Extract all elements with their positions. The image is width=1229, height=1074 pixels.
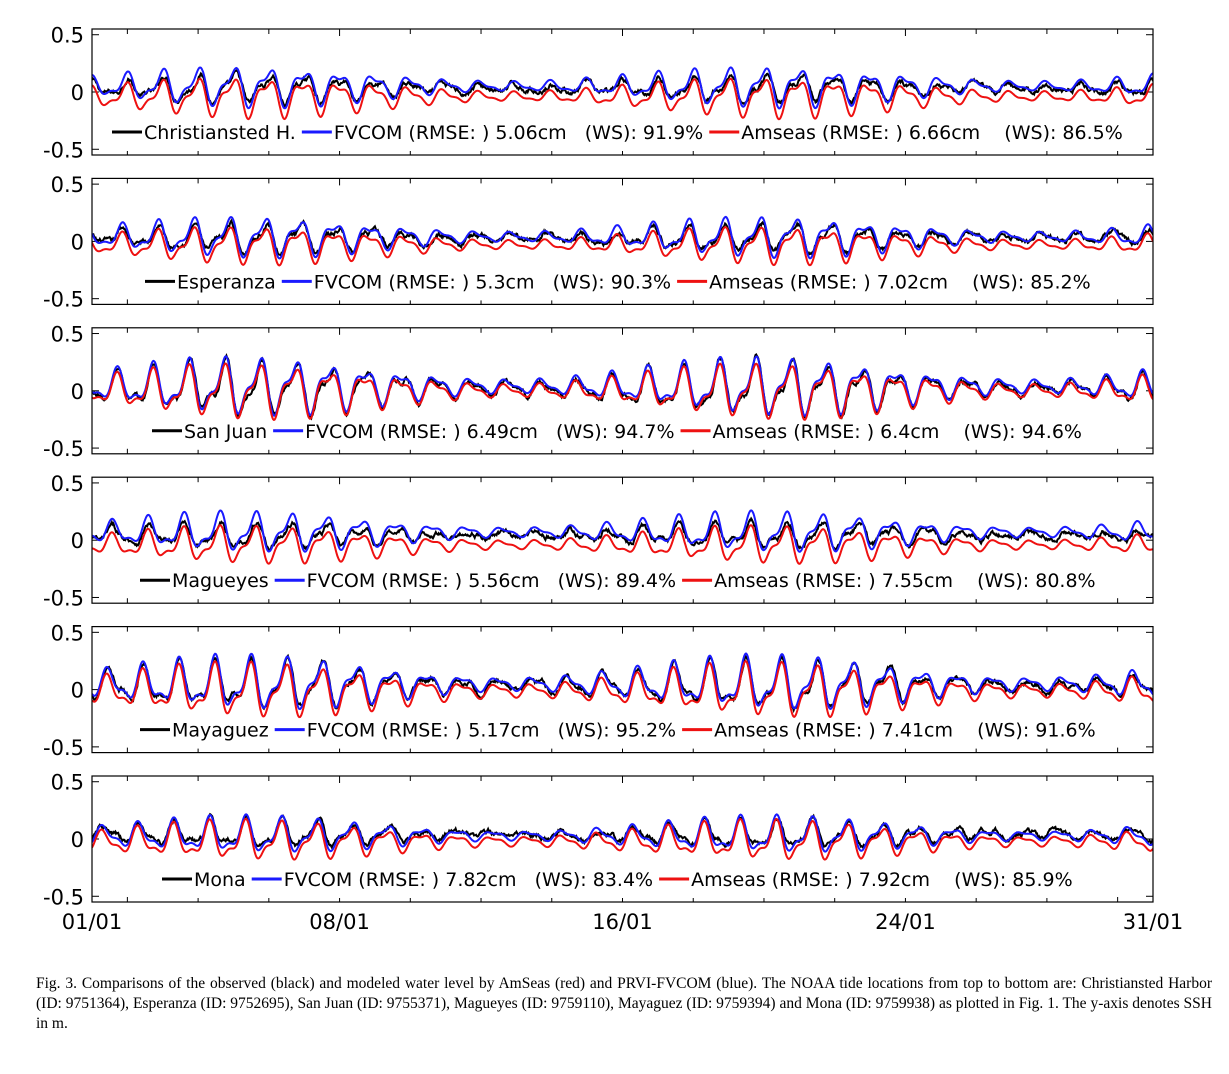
- figure-caption: Fig. 3. Comparisons of the observed (bla…: [36, 975, 1212, 1032]
- panel-san-juan: 0.5 0 -0.5 San Juan FVCOM (RMSE: ) 6.49cm (W…: [43, 323, 1154, 461]
- x-tick-label: 24/01: [875, 910, 936, 934]
- series-line-fvcom: [92, 652, 1153, 711]
- legend-fvcom: FVCOM (RMSE: ) 5.56cm (WS): 89.4%: [307, 570, 676, 592]
- legend: Christiansted H. FVCOM (RMSE: ) 5.06cm (W…: [108, 122, 1131, 151]
- legend-amseas: Amseas (RMSE: ) 7.55cm (WS): 80.8%: [714, 570, 1096, 592]
- panel-mona: 0.5 0 -0.5 Mona FVCOM (RMSE: ) 7.82cm (WS): …: [43, 771, 1154, 909]
- plot-frame: [91, 775, 1154, 903]
- legend-station: Mayaguez: [172, 720, 269, 742]
- legend-station: Magueyes: [172, 570, 269, 592]
- legend-fvcom: FVCOM (RMSE: ) 7.82cm (WS): 83.4%: [284, 869, 653, 891]
- legend-amseas: Amseas (RMSE: ) 6.4cm (WS): 94.6%: [713, 421, 1082, 443]
- y-tick-label: 0.5: [51, 621, 84, 645]
- y-tick-label: 0: [71, 380, 84, 404]
- legend-fvcom: FVCOM (RMSE: ) 5.3cm (WS): 90.3%: [314, 271, 671, 293]
- legend-station: Mona: [194, 869, 246, 891]
- series-line-amseas: [92, 524, 1153, 565]
- y-tick-label: 0: [71, 828, 84, 852]
- x-tick-label: 31/01: [1123, 910, 1184, 934]
- panel-esperanza: 0.5 0 -0.5 Esperanza FVCOM (RMSE: ) 5.3cm (W…: [43, 173, 1154, 312]
- y-tick-label: -0.5: [43, 288, 84, 312]
- tide-comparison-figure: 0.5 0 -0.5 Christiansted H. FVCOM (RMSE: ) 5…: [43, 24, 1184, 934]
- legend: Magueyes FVCOM (RMSE: ) 5.56cm (WS): 89.4…: [136, 570, 1104, 600]
- y-tick-label: 0.5: [51, 24, 84, 48]
- y-tick-label: 0.5: [51, 173, 84, 197]
- legend: Esperanza FVCOM (RMSE: ) 5.3cm (WS): 90.3…: [141, 271, 1099, 301]
- legend-fvcom: FVCOM (RMSE: ) 6.49cm (WS): 94.7%: [305, 421, 674, 443]
- legend-fvcom: FVCOM (RMSE: ) 5.06cm (WS): 91.9%: [334, 122, 703, 144]
- plot-frame: [91, 28, 1154, 156]
- plot-frame: [91, 625, 1154, 754]
- y-tick-label: 0: [71, 529, 84, 553]
- legend-amseas: Amseas (RMSE: ) 7.02cm (WS): 85.2%: [709, 271, 1091, 293]
- y-tick-label: 0.5: [51, 771, 84, 795]
- y-tick-label: 0: [71, 230, 84, 254]
- legend-background: [158, 870, 1081, 898]
- series-line-amseas: [92, 817, 1153, 861]
- series-line-observed: [92, 653, 1153, 714]
- y-tick-label: -0.5: [43, 586, 84, 610]
- series-line-amseas: [92, 362, 1153, 422]
- plot-frame: [91, 177, 1154, 305]
- legend-background: [148, 421, 1090, 450]
- x-tick-label: 16/01: [592, 910, 653, 934]
- x-axis: 01/01 08/01 16/01 24/01 31/01: [62, 910, 1184, 934]
- plot-frame: [91, 327, 1154, 455]
- legend: Mayaguez FVCOM (RMSE: ) 5.17cm (WS): 95.2…: [136, 720, 1104, 749]
- legend-fvcom: FVCOM (RMSE: ) 5.17cm (WS): 95.2%: [307, 720, 676, 742]
- series-line-observed: [92, 516, 1153, 552]
- series-line-amseas: [92, 77, 1153, 121]
- legend-amseas: Amseas (RMSE: ) 6.66cm (WS): 86.5%: [741, 122, 1123, 144]
- panel-mayaguez: 0.5 0 -0.5 Mayaguez FVCOM (RMSE: ) 5.17cm (W…: [43, 621, 1154, 760]
- legend-station: San Juan: [184, 421, 267, 443]
- series-line-fvcom: [92, 813, 1153, 853]
- panel-magueyes: 0.5 0 -0.5 Magueyes FVCOM (RMSE: ) 5.56cm (W…: [43, 472, 1154, 610]
- y-tick-label: -0.5: [43, 437, 84, 461]
- y-tick-label: 0: [71, 679, 84, 703]
- y-tick-label: -0.5: [43, 138, 84, 162]
- plot-frame: [91, 476, 1154, 604]
- legend-station: Christiansted H.: [144, 122, 296, 144]
- legend: Mona FVCOM (RMSE: ) 7.82cm (WS): 83.4% Ams…: [158, 869, 1081, 898]
- y-tick-label: 0.5: [51, 323, 84, 347]
- y-tick-label: -0.5: [43, 736, 84, 760]
- legend-amseas: Amseas (RMSE: ) 7.92cm (WS): 85.9%: [691, 869, 1073, 891]
- series-line-amseas: [92, 226, 1153, 267]
- legend-background: [108, 123, 1131, 151]
- legend-amseas: Amseas (RMSE: ) 7.41cm (WS): 91.6%: [714, 720, 1096, 742]
- series-line-fvcom: [92, 66, 1153, 110]
- legend-background: [136, 720, 1104, 749]
- x-tick-label: 08/01: [309, 910, 370, 934]
- x-tick-label: 01/01: [62, 910, 123, 934]
- legend: San Juan FVCOM (RMSE: ) 6.49cm (WS): 94.7…: [148, 421, 1090, 450]
- legend-station: Esperanza: [177, 271, 276, 293]
- series-line-amseas: [92, 659, 1153, 719]
- y-tick-label: -0.5: [43, 885, 84, 909]
- series-line-fvcom: [92, 509, 1153, 553]
- y-tick-label: 0.5: [51, 472, 84, 496]
- y-tick-label: 0: [71, 81, 84, 105]
- panel-christiansted-h: 0.5 0 -0.5 Christiansted H. FVCOM (RMSE: ) 5…: [43, 24, 1154, 162]
- legend-background: [136, 571, 1104, 600]
- series-line-fvcom: [92, 215, 1153, 260]
- legend-background: [141, 272, 1099, 301]
